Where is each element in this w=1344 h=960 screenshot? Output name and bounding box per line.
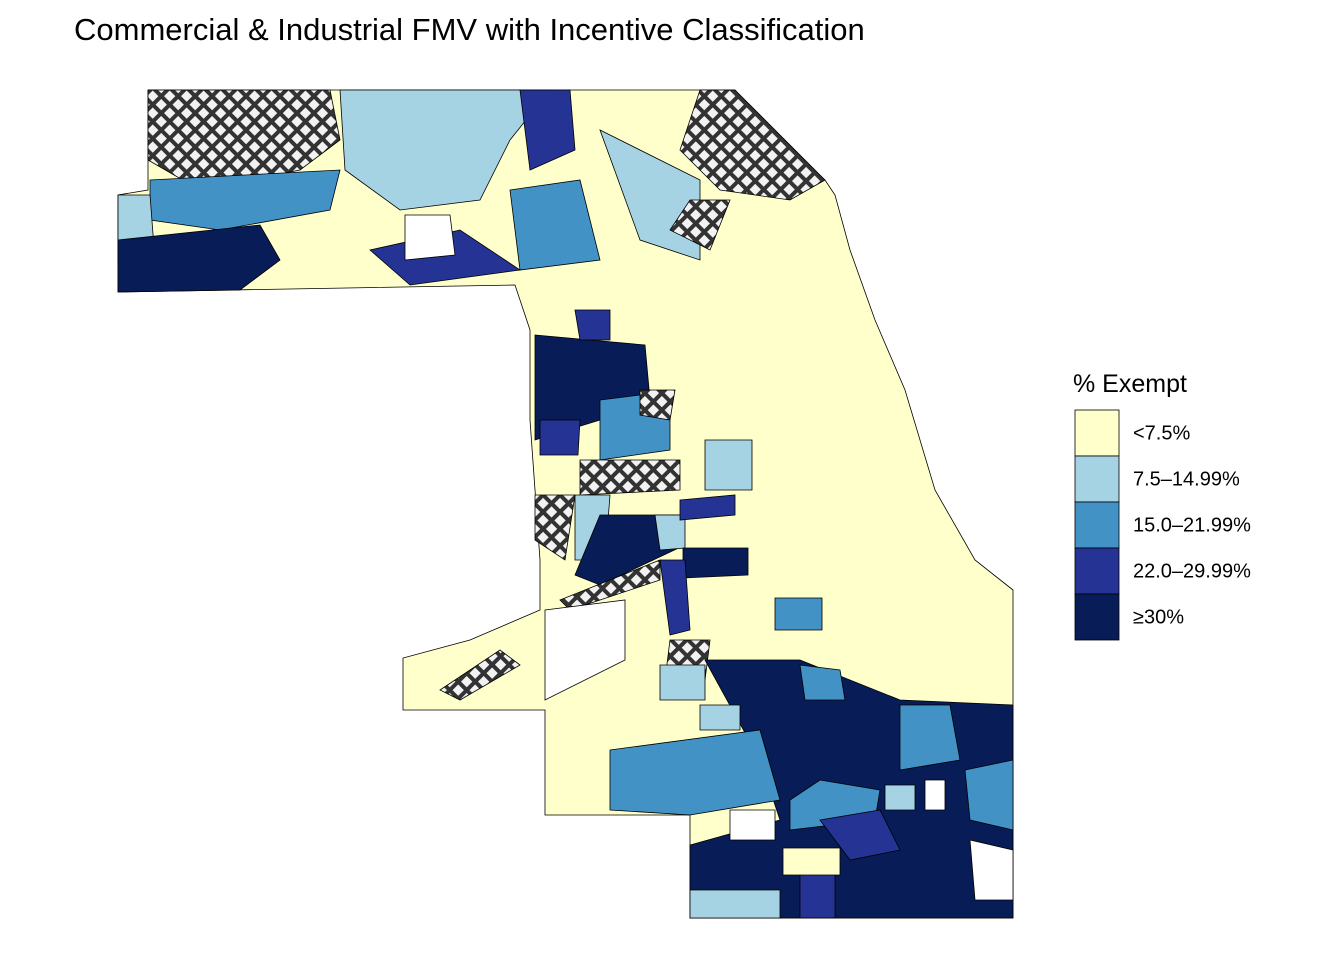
region — [964, 759, 1014, 831]
region — [774, 597, 823, 631]
region — [117, 224, 281, 293]
region — [699, 704, 741, 731]
county-map — [117, 89, 1014, 919]
legend-label: 7.5–14.99% — [1133, 468, 1240, 490]
region — [969, 839, 1014, 901]
legend-swatch — [1074, 547, 1120, 595]
region — [782, 847, 841, 876]
region — [539, 419, 581, 456]
region — [679, 494, 736, 521]
region — [509, 179, 601, 271]
region — [404, 214, 456, 261]
region — [799, 664, 846, 701]
region — [439, 649, 521, 701]
region — [559, 559, 661, 611]
legend-swatch — [1074, 455, 1120, 503]
region — [519, 89, 576, 171]
region — [659, 664, 706, 701]
legend-swatch — [1074, 593, 1120, 641]
region — [899, 704, 961, 771]
legend-label: 22.0–29.99% — [1133, 560, 1251, 582]
region — [669, 199, 731, 251]
region — [574, 309, 611, 341]
region — [884, 784, 916, 811]
region — [639, 389, 676, 421]
region — [544, 599, 626, 701]
legend-title: % Exempt — [1073, 370, 1187, 398]
region — [704, 439, 753, 491]
region — [819, 809, 901, 861]
legend-swatch — [1074, 501, 1120, 549]
region — [659, 559, 691, 636]
legend-label: <7.5% — [1133, 422, 1190, 444]
legend-label: 15.0–21.99% — [1133, 514, 1251, 536]
legend-label: ≥30% — [1133, 606, 1184, 628]
region — [609, 729, 781, 816]
region — [147, 89, 341, 191]
legend: % Exempt <7.5% 7.5–14.99% 15.0–21.99% 22.0–… — [1073, 370, 1251, 641]
map-title: Commercial & Industrial FMV with Incenti… — [74, 12, 865, 47]
region — [924, 779, 946, 811]
region — [682, 547, 749, 579]
region — [679, 89, 826, 201]
region — [689, 889, 781, 919]
region — [729, 809, 776, 841]
region — [534, 494, 576, 561]
legend-swatch — [1074, 409, 1120, 457]
region — [579, 459, 681, 496]
